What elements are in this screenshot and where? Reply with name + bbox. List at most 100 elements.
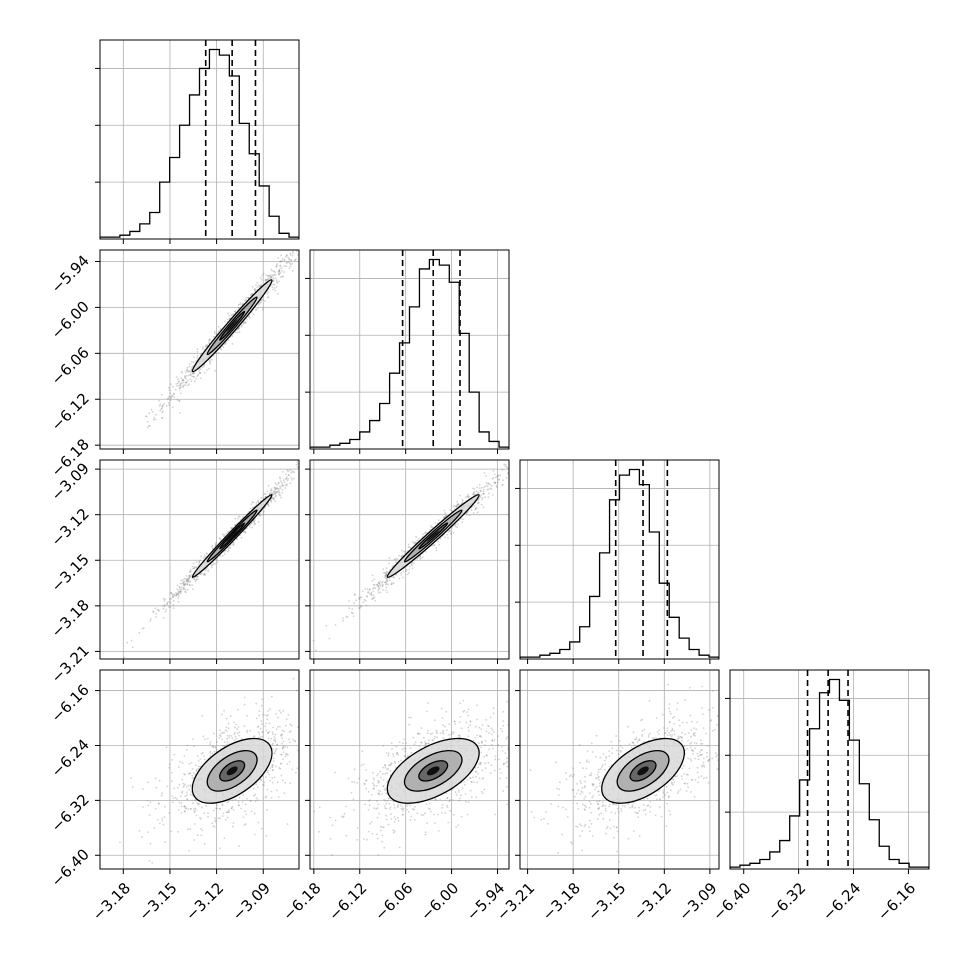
scatter-panel-1-0 [95, 201, 334, 477]
scatter-point [268, 485, 270, 487]
scatter-point [441, 708, 443, 710]
scatter-point [468, 727, 470, 729]
scatter-point [246, 814, 248, 816]
scatter-point [272, 782, 274, 784]
scatter-point [716, 754, 718, 756]
scatter-point [290, 263, 292, 265]
scatter-point [505, 464, 507, 466]
scatter-point [459, 702, 461, 704]
scatter-point [296, 690, 298, 692]
scatter-point [474, 491, 476, 493]
scatter-point [197, 355, 199, 357]
scatter-point [488, 749, 490, 751]
scatter-point [385, 767, 387, 769]
scatter-point [589, 807, 591, 809]
scatter-point [274, 290, 276, 292]
scatter-point [275, 274, 277, 276]
scatter-point [437, 814, 439, 816]
scatter-point [480, 736, 482, 738]
scatter-point [196, 561, 198, 563]
scatter-point [186, 749, 188, 751]
scatter-point [263, 510, 265, 512]
scatter-point [372, 782, 374, 784]
scatter-point [488, 732, 490, 734]
scatter-point [280, 497, 282, 499]
scatter-point [207, 738, 209, 740]
scatter-point [386, 592, 388, 594]
scatter-point [364, 783, 366, 785]
scatter-point [226, 730, 228, 732]
scatter-point [216, 741, 218, 743]
scatter-point [208, 341, 210, 343]
scatter-point [378, 854, 380, 856]
scatter-point [474, 505, 476, 507]
scatter-point [442, 717, 444, 719]
scatter-point [255, 801, 257, 803]
scatter-point [383, 799, 385, 801]
scatter-point [456, 526, 458, 528]
scatter-point [585, 796, 587, 798]
scatter-point [476, 735, 478, 737]
scatter-point [373, 779, 375, 781]
scatter-point [201, 807, 203, 809]
scatter-point [382, 826, 384, 828]
scatter-point [417, 733, 419, 735]
scatter-point [466, 722, 468, 724]
scatter-point [184, 377, 186, 379]
scatter-point [316, 452, 318, 454]
scatter-point [222, 813, 224, 815]
scatter-point [196, 357, 198, 359]
scatter-point [499, 778, 501, 780]
scatter-point [394, 831, 396, 833]
scatter-point [193, 746, 195, 748]
scatter-point [397, 754, 399, 756]
scatter-point [442, 733, 444, 735]
scatter-point [486, 755, 488, 757]
scatter-point [254, 523, 256, 525]
scatter-point [219, 729, 221, 731]
scatter-point [433, 738, 435, 740]
scatter-point [211, 567, 213, 569]
scatter-point [173, 607, 175, 609]
scatter-point [280, 276, 282, 278]
scatter-point [171, 592, 173, 594]
scatter-point [369, 823, 371, 825]
scatter-point [227, 313, 229, 315]
scatter-point [506, 786, 508, 788]
scatter-point [177, 787, 179, 789]
scatter-point [454, 720, 456, 722]
scatter-point [467, 496, 469, 498]
scatter-point [448, 723, 450, 725]
scatter-point [282, 747, 284, 749]
scatter-point [213, 733, 215, 735]
scatter-point [278, 482, 280, 484]
scatter-point [378, 586, 380, 588]
scatter-point [234, 739, 236, 741]
scatter-point [194, 811, 196, 813]
scatter-point [423, 814, 425, 816]
scatter-point [388, 557, 390, 559]
scatter-point [168, 396, 170, 398]
scatter-point [380, 591, 382, 593]
scatter-point [147, 421, 149, 423]
scatter-point [354, 594, 356, 596]
scatter-point [378, 592, 380, 594]
scatter-point [268, 278, 270, 280]
scatter-point [482, 793, 484, 795]
scatter-point [507, 736, 509, 738]
scatter-point [380, 791, 382, 793]
scatter-point [286, 469, 288, 471]
scatter-point [183, 587, 185, 589]
scatter-point [287, 478, 289, 480]
scatter-point [262, 731, 264, 733]
scatter-point [414, 806, 416, 808]
scatter-point [158, 803, 160, 805]
scatter-point [263, 273, 265, 275]
scatter-point [396, 746, 398, 748]
scatter-point [205, 345, 207, 347]
scatter-point [279, 281, 281, 283]
scatter-point [584, 805, 586, 807]
scatter-point [342, 617, 344, 619]
scatter-point [376, 775, 378, 777]
scatter-point [402, 814, 404, 816]
